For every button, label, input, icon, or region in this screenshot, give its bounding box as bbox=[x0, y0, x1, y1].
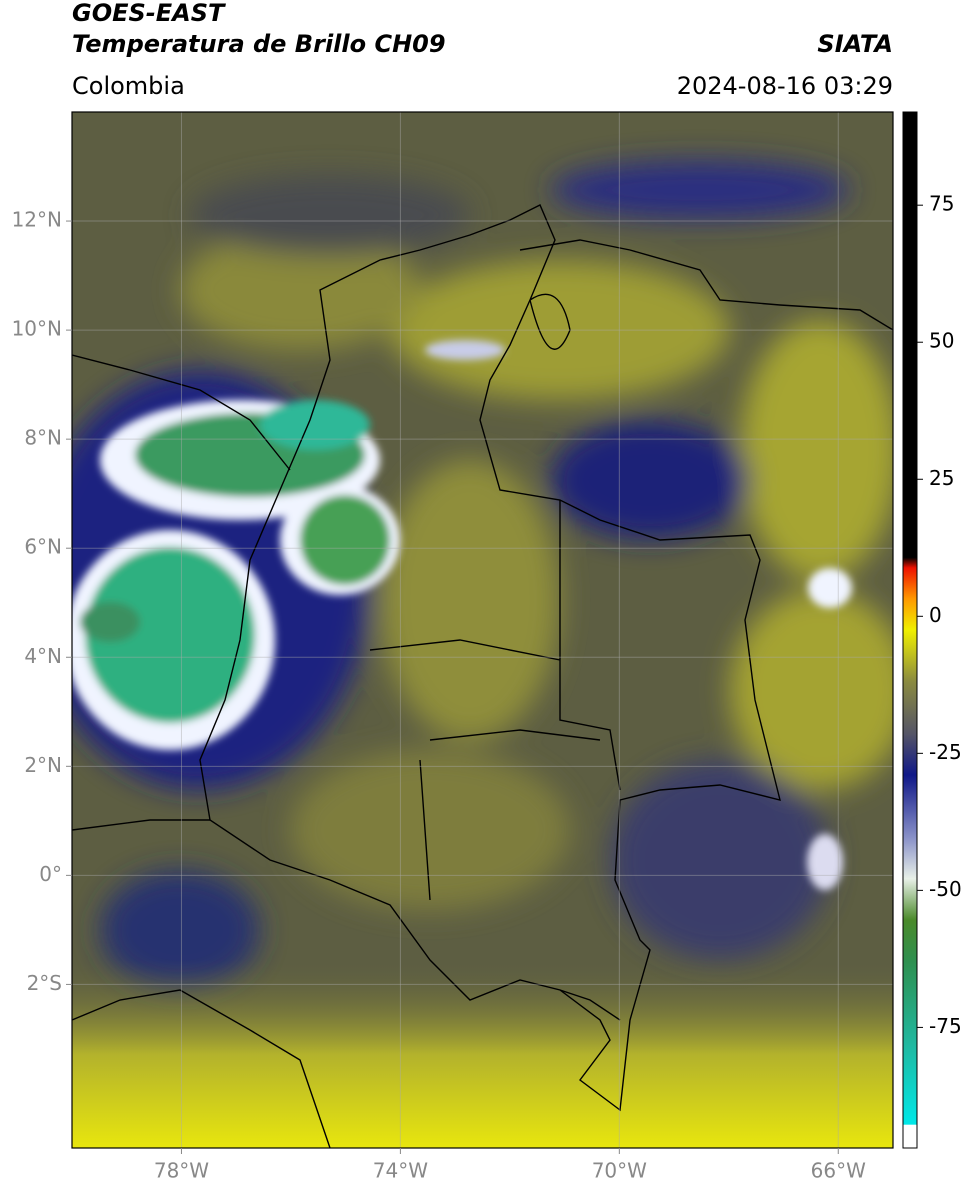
y-tick-label: 4°N bbox=[24, 644, 62, 668]
x-tick-label: 66°W bbox=[811, 1159, 866, 1183]
source: SIATA bbox=[817, 30, 893, 58]
datetime: 2024-08-16 03:29 bbox=[677, 72, 893, 100]
y-tick-label: 2°N bbox=[24, 753, 62, 777]
colorbar-label: -25 bbox=[929, 740, 962, 764]
colorbar-label: -50 bbox=[929, 877, 962, 901]
y-tick-label: 10°N bbox=[12, 317, 62, 341]
y-tick-label: 0° bbox=[39, 862, 62, 886]
satellite-image bbox=[72, 112, 893, 1148]
colorbar-label: 50 bbox=[929, 329, 954, 353]
region: Colombia bbox=[72, 72, 185, 100]
subtitle: Temperatura de Brillo CH09 bbox=[72, 30, 446, 58]
y-tick-label: 12°N bbox=[12, 208, 62, 232]
y-tick-label: 2°S bbox=[27, 971, 62, 995]
graticule bbox=[72, 112, 893, 1148]
colorbar-label: -75 bbox=[929, 1014, 962, 1038]
borders bbox=[72, 204, 893, 1148]
colorbar-label: 75 bbox=[929, 192, 954, 216]
y-tick-label: 6°N bbox=[24, 535, 62, 559]
y-tick-label: 8°N bbox=[24, 426, 62, 450]
colorbar-label: 25 bbox=[929, 466, 954, 490]
x-tick-label: 74°W bbox=[373, 1159, 428, 1183]
x-tick-label: 70°W bbox=[592, 1159, 647, 1183]
colorbar bbox=[902, 111, 918, 1149]
colorbar-label: 0 bbox=[929, 603, 942, 627]
title: GOES-EAST bbox=[72, 0, 226, 27]
x-tick-label: 78°W bbox=[154, 1159, 209, 1183]
map-frame bbox=[71, 111, 894, 1149]
